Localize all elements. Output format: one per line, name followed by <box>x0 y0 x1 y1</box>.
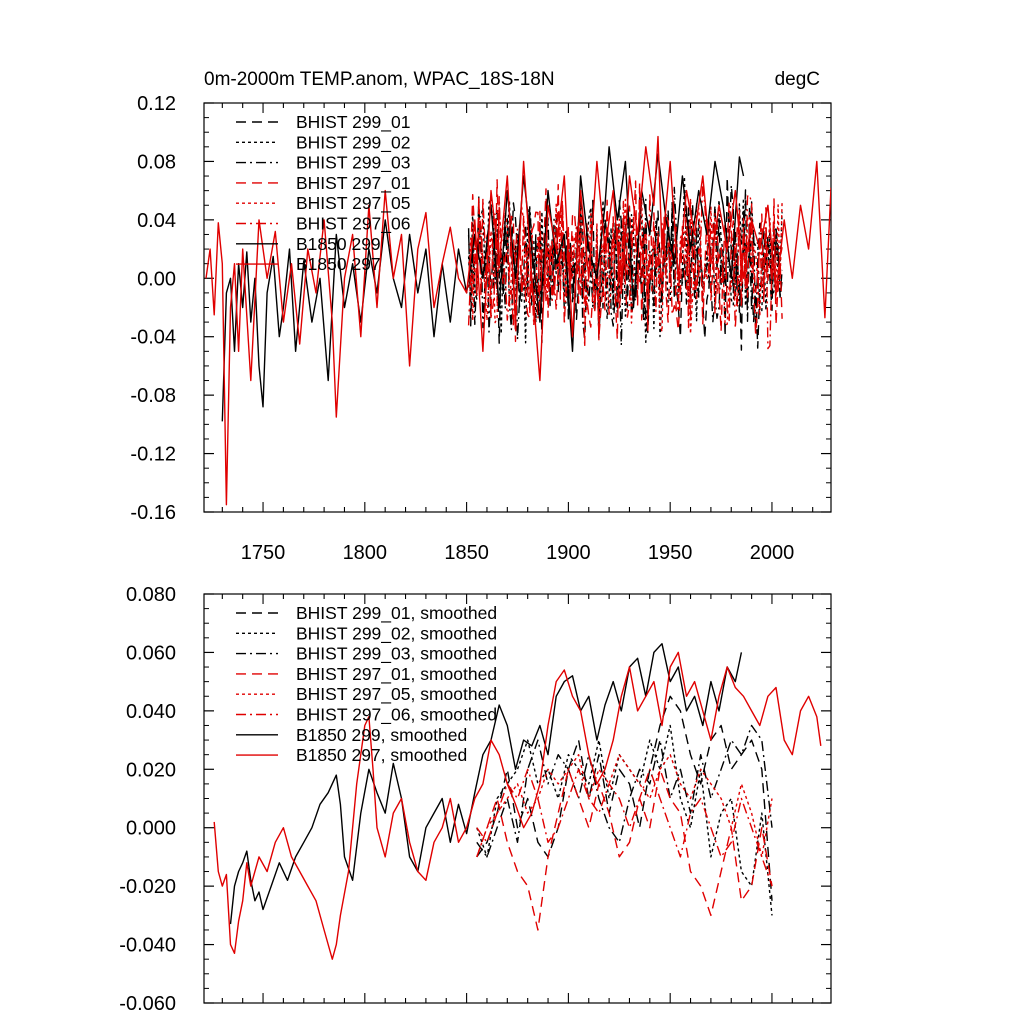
series-line-bhist-297-06-smoothed <box>476 768 773 887</box>
x-tick-label: 1900 <box>546 542 591 564</box>
series-line-bhist-299-03-smoothed <box>476 724 773 858</box>
legend-label: BHIST 297_05 <box>296 193 410 214</box>
series-line-bhist-297-01-smoothed <box>476 768 773 931</box>
bottom-panel: -0.060 -0.040 -0.020 0.000 0.020 0.040 0.060 0.… <box>119 584 832 1015</box>
legend-label: BHIST 299_01 <box>296 112 410 133</box>
y-tick-label: 0.04 <box>137 210 176 232</box>
y-tick-label: -0.16 <box>130 502 176 524</box>
series-line-b1850-297-smoothed <box>213 651 822 960</box>
y-tick-label: 0.12 <box>137 93 176 115</box>
series-line-bhist-299-02-smoothed <box>476 724 773 916</box>
y-tick-label: -0.04 <box>130 327 176 349</box>
legend-label: B1850 299 <box>296 234 381 254</box>
legend-label: BHIST 299_01, smoothed <box>296 603 497 624</box>
legend-label: BHIST 299_03 <box>296 153 410 174</box>
series-line-bhist-297-06 <box>467 180 783 350</box>
y-tick-label: 0.08 <box>137 151 176 173</box>
series-line-b1850-297 <box>205 135 831 506</box>
top-panel: 0m-2000m TEMP.anom, WPAC_18S-18N degC -0… <box>130 69 832 564</box>
series-line-b1850-299-smoothed <box>229 643 743 925</box>
top-chart-title: 0m-2000m TEMP.anom, WPAC_18S-18N <box>204 69 555 90</box>
legend-label: BHIST 297_05, smoothed <box>296 684 497 705</box>
legend-label: BHIST 297_06, smoothed <box>296 705 497 726</box>
y-tick-label: 0.00 <box>137 268 176 290</box>
series-line-bhist-299-01-smoothed <box>476 695 773 901</box>
series-group <box>205 135 831 506</box>
x-tick-label: 1750 <box>241 542 286 564</box>
x-tick-label: 1950 <box>648 542 693 564</box>
y-tick-label: -0.040 <box>119 935 176 957</box>
x-tick-label: 1800 <box>343 542 388 564</box>
legend-label: BHIST 299_03, smoothed <box>296 644 497 665</box>
series-line-bhist-297-05 <box>467 198 783 335</box>
series-group <box>213 643 822 960</box>
y-tick-label: 0.040 <box>126 701 176 723</box>
series-line-bhist-299-02 <box>467 175 783 344</box>
top-chart-units: degC <box>775 69 820 90</box>
legend-label: B1850 297 <box>296 254 381 274</box>
legend-label: B1850 297, smoothed <box>296 745 467 765</box>
y-tick-label: -0.08 <box>130 385 176 407</box>
y-tick-label: -0.060 <box>119 993 176 1015</box>
series-line-bhist-297-05-smoothed <box>476 754 773 858</box>
y-tick-label: -0.12 <box>130 444 176 466</box>
y-tick-label: -0.020 <box>119 876 176 898</box>
legend-label: BHIST 299_02 <box>296 132 410 153</box>
y-tick-label: 0.060 <box>126 642 176 664</box>
legend-label: B1850 299, smoothed <box>296 725 467 745</box>
legend-label: BHIST 297_01 <box>296 173 410 194</box>
legend-label: BHIST 297_01, smoothed <box>296 664 497 685</box>
y-tick-label: 0.000 <box>126 818 176 840</box>
legend-label: BHIST 297_06 <box>296 214 410 235</box>
series-line-b1850-299 <box>221 146 745 422</box>
x-tick-label: 1850 <box>444 542 489 564</box>
x-tick-label: 2000 <box>750 542 795 564</box>
y-tick-label: 0.080 <box>126 584 176 606</box>
y-tick-label: 0.020 <box>126 759 176 781</box>
legend-label: BHIST 299_02, smoothed <box>296 623 497 644</box>
